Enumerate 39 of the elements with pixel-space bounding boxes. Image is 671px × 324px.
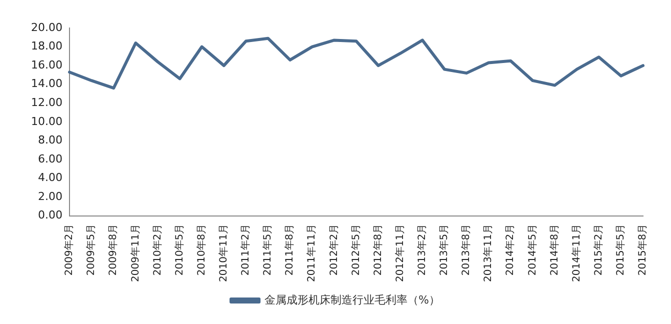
x-tick-label: 2009年8月 [107, 224, 120, 276]
x-tick-label: 2015年2月 [592, 224, 604, 276]
x-tick-label: 2011年5月 [262, 224, 274, 276]
y-tick-label: 4.00 [38, 171, 62, 184]
y-tick-label: 16.00 [30, 58, 62, 72]
x-tick-label: 2012年2月 [328, 224, 340, 276]
x-tick-label: 2012年11月 [394, 224, 406, 282]
x-tick-label: 2011年2月 [240, 224, 252, 276]
y-tick-label: 14.00 [30, 77, 62, 90]
x-tick-label: 2013年5月 [438, 224, 450, 276]
y-tick-label: 18.00 [30, 40, 62, 53]
y-tick-label: 2.00 [38, 190, 62, 203]
x-tick-label: 2013年2月 [416, 224, 428, 276]
y-tick-label: 0.00 [38, 208, 62, 222]
x-tick-label: 2014年11月 [570, 224, 582, 282]
x-tick-label: 2014年2月 [504, 224, 516, 276]
x-tick-label: 2009年11月 [129, 224, 142, 282]
x-tick-label: 2014年8月 [548, 224, 560, 276]
x-tick-label: 2013年8月 [460, 224, 472, 276]
x-tick-label: 2015年5月 [614, 224, 627, 276]
y-tick-label: 10.00 [30, 114, 62, 128]
y-tick-label: 12.00 [30, 96, 62, 109]
legend-label: 金属成形机床制造行业毛利率（%） [264, 293, 440, 306]
y-tick-label: 6.00 [38, 152, 62, 166]
x-tick-label: 2013年11月 [482, 224, 494, 282]
x-tick-label: 2014年5月 [526, 224, 538, 276]
y-tick-label: 20.00 [30, 20, 62, 34]
x-tick-label: 2009年5月 [85, 224, 98, 276]
x-tick-label: 2009年2月 [63, 224, 76, 276]
x-tick-label: 2015年8月 [636, 224, 649, 276]
x-tick-label: 2010年8月 [195, 224, 208, 276]
x-tick-label: 2011年8月 [284, 224, 296, 276]
x-tick-label: 2010年5月 [173, 224, 186, 276]
x-tick-label: 2012年5月 [350, 224, 362, 276]
x-tick-label: 2012年8月 [372, 224, 384, 276]
y-tick-label: 8.00 [38, 134, 62, 147]
x-tick-label: 2010年2月 [151, 224, 164, 276]
x-tick-label: 2010年11月 [217, 224, 230, 282]
x-tick-label: 2011年11月 [306, 224, 318, 282]
